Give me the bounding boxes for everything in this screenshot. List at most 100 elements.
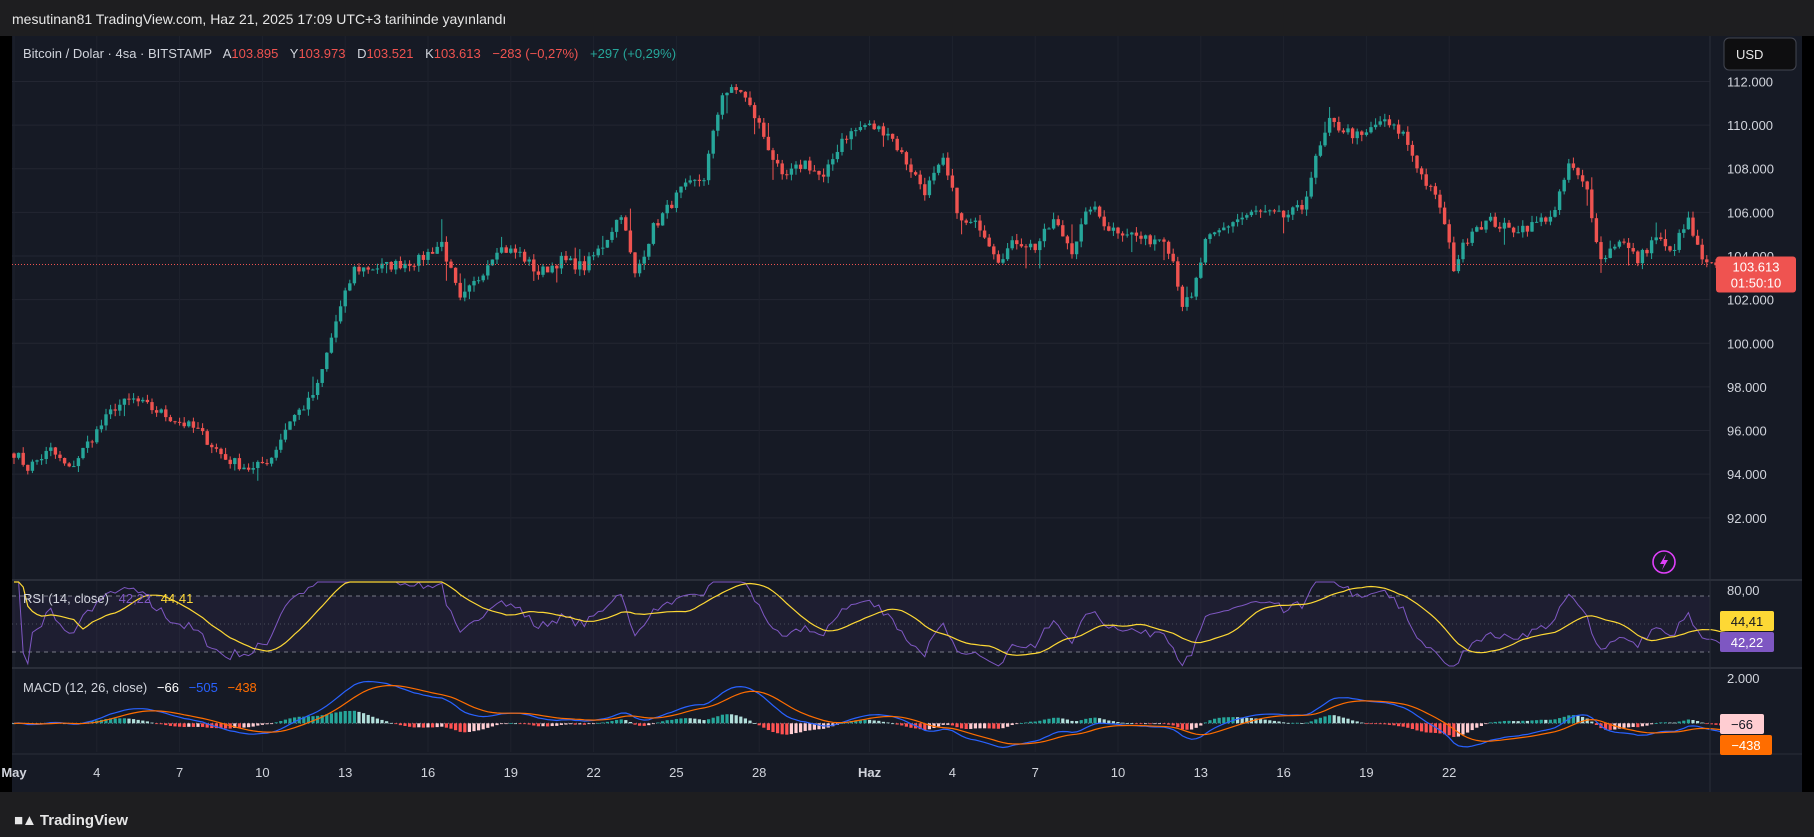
macd-axis-label: 2.000 — [1727, 671, 1760, 686]
candle — [85, 435, 90, 453]
candle — [1585, 180, 1589, 206]
macd-hist-bar — [527, 723, 531, 725]
candle — [1217, 228, 1221, 237]
candle — [58, 451, 62, 462]
macd-histogram — [12, 710, 1732, 737]
candle — [1392, 123, 1396, 130]
macd-hist-bar — [725, 714, 729, 724]
macd-hist-bar — [1484, 723, 1488, 725]
macd-hist-bar — [1475, 723, 1479, 728]
candle — [1424, 168, 1428, 190]
macd-hist-bar — [918, 723, 922, 730]
legend-symbol: Bitcoin / Dolar · 4sa · BITSTAMP — [23, 46, 212, 61]
macd-hist-bar — [904, 723, 908, 727]
macd-hist-bar — [403, 723, 407, 726]
time-tick-label: 22 — [586, 765, 600, 780]
rsi-line — [14, 581, 1730, 667]
lightning-icon[interactable] — [1652, 550, 1676, 574]
candle — [946, 152, 950, 181]
candle — [886, 127, 890, 141]
macd-hist-bar — [1075, 721, 1079, 724]
macd-hist-bar — [490, 723, 494, 727]
candle — [522, 249, 527, 264]
candle — [1346, 124, 1350, 135]
candle — [168, 414, 173, 423]
macd-hist-bar — [734, 715, 738, 724]
macd-hist-bar — [868, 719, 872, 724]
macd-hist-bar — [1576, 715, 1580, 724]
macd-hist-bar — [955, 723, 959, 728]
macd-hist-bar — [1056, 717, 1060, 724]
candle — [366, 266, 370, 274]
macd-hist-bar — [191, 723, 195, 727]
macd-hist-bar — [1387, 723, 1391, 725]
candle — [545, 266, 550, 273]
time-axis[interactable]: May 4 7 10 13 16 19 22 25 28 Haz 4 7 10 13 16 19 22 — [1, 765, 1456, 780]
rsi-title: RSI (14, close) — [23, 591, 109, 606]
candle — [656, 219, 660, 228]
candle — [1125, 228, 1129, 238]
macd-hist-bar — [757, 723, 761, 726]
macd-hist-bar — [596, 722, 600, 724]
macd-hist-bar — [541, 723, 545, 727]
macd-hist-bar — [467, 723, 471, 732]
price-tick-label: 102.000 — [1727, 293, 1774, 308]
macd-hist-bar — [799, 723, 803, 733]
macd-hist-bar — [863, 719, 867, 724]
price-tick-label: 94.000 — [1727, 467, 1767, 482]
macd-hist-bar — [155, 723, 159, 725]
macd-hist-bar — [1369, 723, 1373, 725]
macd-hist-bar — [1024, 722, 1028, 724]
chart-svg[interactable]: 112.000110.000108.000106.000104.000102.0… — [0, 36, 1814, 792]
candle — [1350, 127, 1355, 144]
macd-hist-bar — [463, 723, 467, 733]
macd-hist-bar — [1640, 723, 1644, 727]
candle — [1245, 213, 1249, 220]
candle — [1507, 220, 1511, 228]
macd-hist-bar — [1498, 721, 1502, 724]
candle — [1544, 216, 1548, 225]
macd-hist-bar — [1328, 715, 1332, 724]
macd-hist-bar — [288, 718, 292, 724]
price-candles[interactable] — [12, 84, 1732, 481]
macd-hist-bar — [564, 723, 568, 725]
candle — [1571, 157, 1576, 171]
candle — [251, 461, 255, 474]
svg-text:Bitcoin / Dolar · 4sa · BITSTA: Bitcoin / Dolar · 4sa · BITSTAMP A103.89… — [23, 46, 676, 61]
macd-hist-bar — [348, 710, 352, 724]
macd-hist-bar — [1222, 717, 1226, 724]
currency-button[interactable]: USD — [1723, 37, 1797, 71]
macd-hist-bar — [1521, 720, 1525, 724]
price-axis[interactable]: 112.000110.000108.000106.000104.000102.0… — [1727, 74, 1774, 525]
macd-hist-bar — [201, 723, 205, 727]
candle — [53, 446, 58, 459]
candle — [766, 122, 771, 151]
candle — [108, 404, 113, 419]
macd-hist-bar — [536, 723, 540, 727]
time-tick-label: 7 — [1032, 765, 1039, 780]
candle — [329, 333, 334, 354]
publish-bar: mesutinan81 TradingView.com, Haz 21, 202… — [0, 0, 1814, 36]
macd-pane — [12, 680, 1732, 749]
candle — [863, 123, 867, 130]
macd-hist-bar — [1102, 719, 1106, 724]
candle — [1093, 201, 1097, 212]
candle — [1465, 238, 1470, 246]
macd-hist-bar — [707, 719, 711, 724]
macd-hist-bar — [435, 723, 439, 728]
macd-hist-bar — [173, 723, 177, 727]
candle — [228, 456, 232, 469]
tradingview-brand: TradingView — [39, 812, 128, 829]
macd-hist-bar — [1530, 720, 1534, 724]
macd-hist-bar — [417, 723, 421, 728]
candle — [821, 168, 826, 183]
macd-hist-bar — [1116, 722, 1120, 724]
candle — [173, 420, 177, 425]
tradingview-logo[interactable]: ■▲ TradingView — [14, 812, 128, 829]
candle — [1700, 238, 1704, 265]
legend-low-value: 103.521 — [366, 46, 413, 61]
macd-hist-bar — [1383, 723, 1387, 725]
macd-hist-bar — [178, 723, 182, 727]
candle — [1521, 220, 1525, 238]
candle — [136, 395, 140, 407]
